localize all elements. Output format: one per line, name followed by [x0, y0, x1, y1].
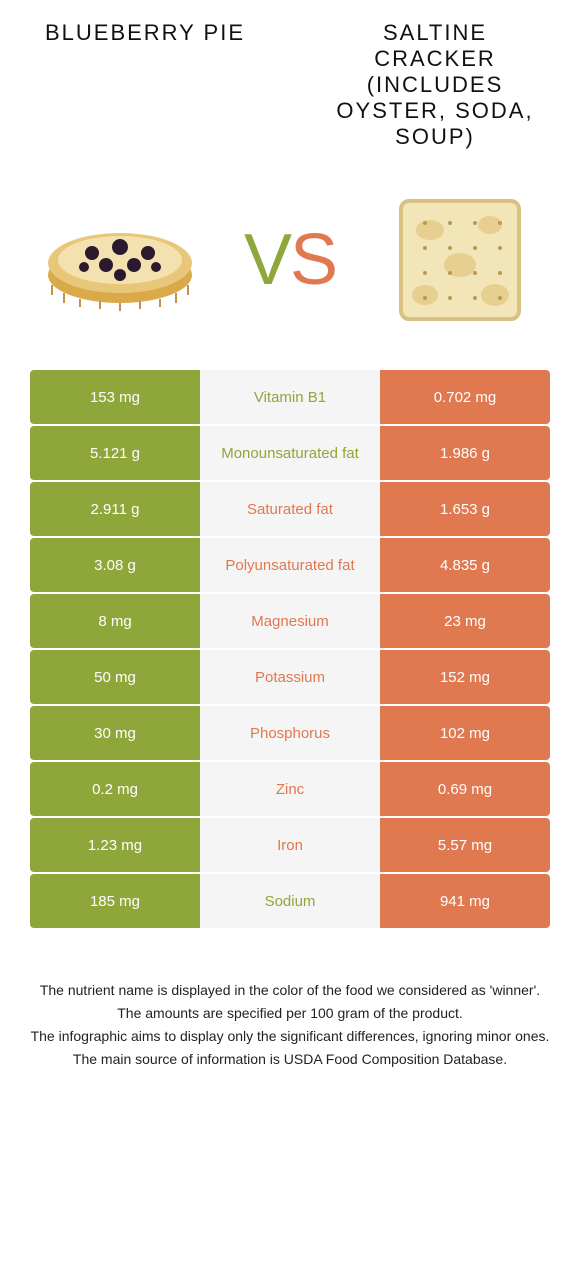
- value-a: 3.08 g: [30, 538, 200, 592]
- vs-v: V: [244, 219, 290, 301]
- value-b: 1.986 g: [380, 426, 550, 480]
- value-a: 0.2 mg: [30, 762, 200, 816]
- table-row: 50 mgPotassium152 mg: [30, 650, 550, 704]
- value-a: 30 mg: [30, 706, 200, 760]
- value-b: 4.835 g: [380, 538, 550, 592]
- value-a: 1.23 mg: [30, 818, 200, 872]
- table-row: 153 mgVitamin B10.702 mg: [30, 370, 550, 424]
- vs-label: VS: [244, 219, 336, 301]
- value-a: 8 mg: [30, 594, 200, 648]
- table-row: 8 mgMagnesium23 mg: [30, 594, 550, 648]
- value-b: 0.69 mg: [380, 762, 550, 816]
- nutrient-label: Saturated fat: [200, 482, 380, 536]
- note-line-3: The infographic aims to display only the…: [30, 1026, 550, 1047]
- food-b-title: Saltine cracker (includes oyster, soda, …: [320, 20, 550, 150]
- note-line-4: The main source of information is USDA F…: [30, 1049, 550, 1070]
- hero-row: VS: [0, 160, 580, 370]
- nutrient-label: Vitamin B1: [200, 370, 380, 424]
- table-row: 5.121 gMonounsaturated fat1.986 g: [30, 426, 550, 480]
- notes: The nutrient name is displayed in the co…: [0, 930, 580, 1070]
- nutrient-label: Monounsaturated fat: [200, 426, 380, 480]
- nutrition-table: 153 mgVitamin B10.702 mg5.121 gMonounsat…: [0, 370, 580, 928]
- table-row: 30 mgPhosphorus102 mg: [30, 706, 550, 760]
- table-row: 1.23 mgIron5.57 mg: [30, 818, 550, 872]
- table-row: 2.911 gSaturated fat1.653 g: [30, 482, 550, 536]
- nutrient-label: Potassium: [200, 650, 380, 704]
- note-line-2: The amounts are specified per 100 gram o…: [30, 1003, 550, 1024]
- vs-s: S: [290, 219, 336, 301]
- value-a: 185 mg: [30, 874, 200, 928]
- value-a: 50 mg: [30, 650, 200, 704]
- value-b: 941 mg: [380, 874, 550, 928]
- nutrient-label: Phosphorus: [200, 706, 380, 760]
- value-b: 1.653 g: [380, 482, 550, 536]
- nutrient-label: Sodium: [200, 874, 380, 928]
- value-b: 23 mg: [380, 594, 550, 648]
- value-b: 0.702 mg: [380, 370, 550, 424]
- table-row: 0.2 mgZinc0.69 mg: [30, 762, 550, 816]
- nutrient-label: Zinc: [200, 762, 380, 816]
- food-a-title: Blueberry pie: [30, 20, 260, 150]
- value-a: 2.911 g: [30, 482, 200, 536]
- value-a: 153 mg: [30, 370, 200, 424]
- table-row: 3.08 gPolyunsaturated fat4.835 g: [30, 538, 550, 592]
- food-b-image: [380, 190, 540, 330]
- nutrient-label: Magnesium: [200, 594, 380, 648]
- value-b: 102 mg: [380, 706, 550, 760]
- note-line-1: The nutrient name is displayed in the co…: [30, 980, 550, 1001]
- value-b: 5.57 mg: [380, 818, 550, 872]
- value-a: 5.121 g: [30, 426, 200, 480]
- table-row: 185 mgSodium941 mg: [30, 874, 550, 928]
- nutrient-label: Polyunsaturated fat: [200, 538, 380, 592]
- nutrient-label: Iron: [200, 818, 380, 872]
- value-b: 152 mg: [380, 650, 550, 704]
- food-a-image: [40, 190, 200, 330]
